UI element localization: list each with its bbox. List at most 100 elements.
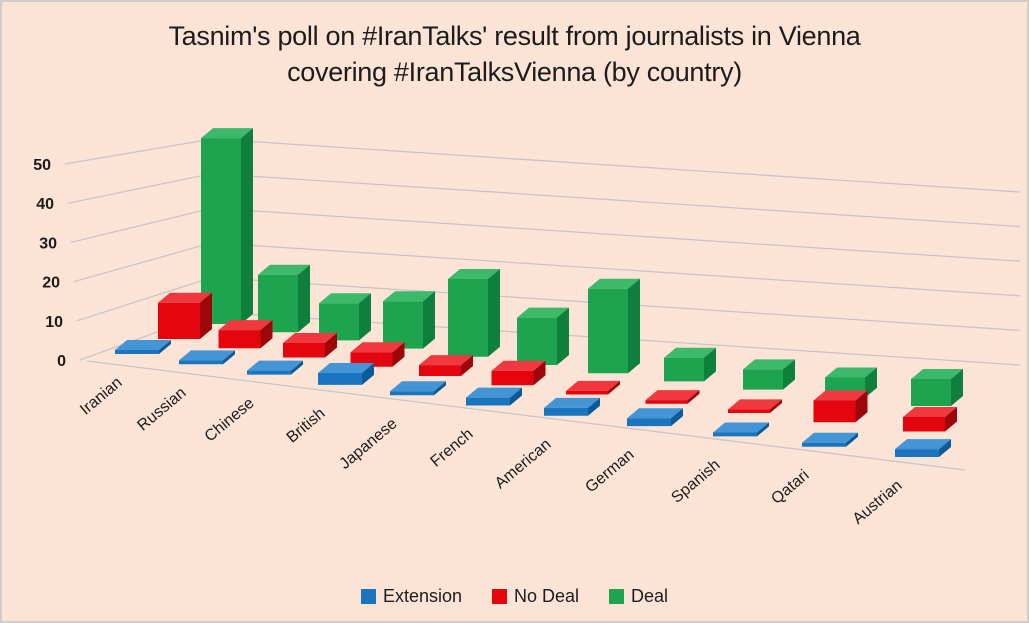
legend: Extension No Deal Deal: [2, 586, 1027, 607]
legend-marker-deal: [609, 589, 625, 604]
category-label-iranian: Iranian: [77, 374, 125, 418]
bar-no-deal-chinese-top: [283, 333, 337, 344]
legend-marker-extension: [360, 589, 376, 604]
bar-extension-qatari: [802, 442, 846, 447]
bar-deal-japanese: [448, 279, 488, 357]
bar-extension-iranian: [115, 350, 159, 354]
bar-no-deal-british-top: [350, 342, 405, 353]
chart-title: Tasnim's poll on #IranTalks' result from…: [2, 18, 1027, 90]
bar-extension-austrian-side: [939, 439, 951, 457]
bar-extension-qatari-top: [802, 432, 858, 443]
bar-no-deal-chinese-side: [325, 333, 337, 358]
bar-deal-austrian: [911, 378, 951, 406]
bar-extension-russian-side: [223, 350, 235, 365]
bar-deal-chinese-top: [319, 293, 371, 304]
bar-deal-spanish: [743, 369, 783, 390]
bar-deal-spanish-top: [743, 359, 795, 370]
legend-item-no-deal: No Deal: [492, 586, 579, 607]
bar-deal-iranian-side: [241, 128, 253, 324]
bar-extension-russian-top: [179, 350, 235, 361]
legend-item-extension: Extension: [360, 586, 462, 607]
bar-extension-american-side: [588, 397, 600, 416]
bar-no-deal-austrian: [903, 417, 945, 432]
bar-extension-chinese-side: [291, 360, 303, 375]
bar-extension-german-side: [671, 408, 683, 427]
bar-extension-british-side: [362, 363, 374, 385]
bar-extension-japanese-top: [390, 381, 446, 392]
bar-extension-british: [318, 373, 362, 385]
bar-extension-chinese-top: [247, 360, 303, 371]
y-tick-label-0: 0: [57, 353, 66, 370]
y-tick-label-10: 10: [45, 314, 63, 331]
bar-no-deal-chinese: [283, 343, 325, 358]
bar-deal-russian: [258, 274, 298, 333]
category-label-spanish: Spanish: [668, 456, 723, 506]
bar-deal-french-side: [557, 307, 569, 365]
bar-extension-spanish-top: [713, 422, 769, 433]
bar-no-deal-american-top: [566, 380, 620, 391]
bar-extension-japanese-side: [434, 381, 446, 396]
bar-extension-german: [627, 418, 671, 427]
bar-deal-iranian: [201, 138, 241, 324]
y-tick-label-50: 50: [33, 157, 51, 174]
bar-extension-austrian: [895, 449, 939, 457]
category-label-chinese: Chinese: [202, 395, 258, 446]
bar-deal-qatari-side: [865, 367, 877, 398]
bar-deal-japanese-side: [488, 269, 500, 357]
bar-no-deal-french-side: [533, 360, 546, 386]
bar-deal-russian-top: [258, 264, 310, 275]
bar-no-deal-german: [645, 400, 688, 404]
bar-deal-austrian-side: [951, 368, 963, 406]
chart-title-line1: Tasnim's poll on #IranTalks' result from…: [168, 21, 861, 51]
bar-deal-american: [588, 288, 628, 374]
bar-deal-japanese-top: [448, 269, 500, 280]
bar-extension-spanish-side: [757, 422, 769, 437]
floor-front-edge: [86, 360, 966, 471]
category-label-german: German: [582, 446, 637, 496]
bar-extension-austrian-top: [895, 439, 951, 450]
y-tick-label-30: 30: [39, 235, 57, 252]
bar-extension-qatari-side: [846, 432, 858, 447]
bar-no-deal-spanish: [728, 409, 770, 413]
bar-no-deal-american: [566, 390, 608, 395]
bar-no-deal-iranian-side: [200, 292, 212, 339]
bar-deal-british-side: [423, 291, 435, 349]
legend-label-deal: Deal: [631, 586, 669, 606]
bar-no-deal-spanish-top: [728, 399, 782, 410]
bar-no-deal-japanese-top: [419, 355, 473, 366]
bar-no-deal-qatari: [813, 400, 856, 423]
category-label-american: American: [492, 436, 555, 492]
bar-no-deal-german-side: [687, 390, 700, 404]
bar-no-deal-british-side: [392, 342, 405, 367]
bar-deal-iranian-top: [201, 128, 253, 139]
bar-deal-chinese: [319, 303, 359, 341]
bar-no-deal-french-top: [491, 360, 546, 371]
bar-extension-japanese: [390, 391, 434, 396]
bar-deal-qatari-top: [825, 367, 877, 378]
bar-deal-french: [517, 317, 557, 365]
bar-deal-austrian-top: [911, 368, 963, 379]
bar-no-deal-german-top: [645, 390, 700, 401]
y-tick-label-20: 20: [42, 275, 60, 292]
bar-no-deal-american-side: [608, 380, 620, 395]
bar-no-deal-japanese-side: [461, 355, 473, 376]
legend-label-no-deal: No Deal: [514, 586, 580, 606]
bar-extension-german-top: [627, 408, 683, 419]
chart-title-line2: covering #IranTalksVienna (by country): [287, 57, 742, 87]
bar-deal-spanish-side: [783, 359, 795, 390]
bar-extension-iranian-top: [115, 340, 171, 351]
bar-extension-french: [466, 397, 510, 406]
legend-marker-no-deal: [492, 589, 507, 604]
bar-deal-german: [664, 357, 704, 382]
bar-no-deal-russian-top: [218, 320, 273, 331]
bar-extension-american-top: [544, 397, 600, 408]
bar-deal-german-top: [664, 347, 716, 358]
bar-deal-chinese-side: [359, 293, 371, 341]
bar-extension-spanish: [713, 432, 757, 437]
category-label-austrian: Austrian: [850, 477, 906, 528]
bar-extension-french-top: [466, 387, 522, 398]
bar-no-deal-russian-side: [260, 320, 273, 349]
bar-no-deal-iranian-top: [158, 292, 212, 303]
legend-label-extension: Extension: [382, 586, 462, 606]
